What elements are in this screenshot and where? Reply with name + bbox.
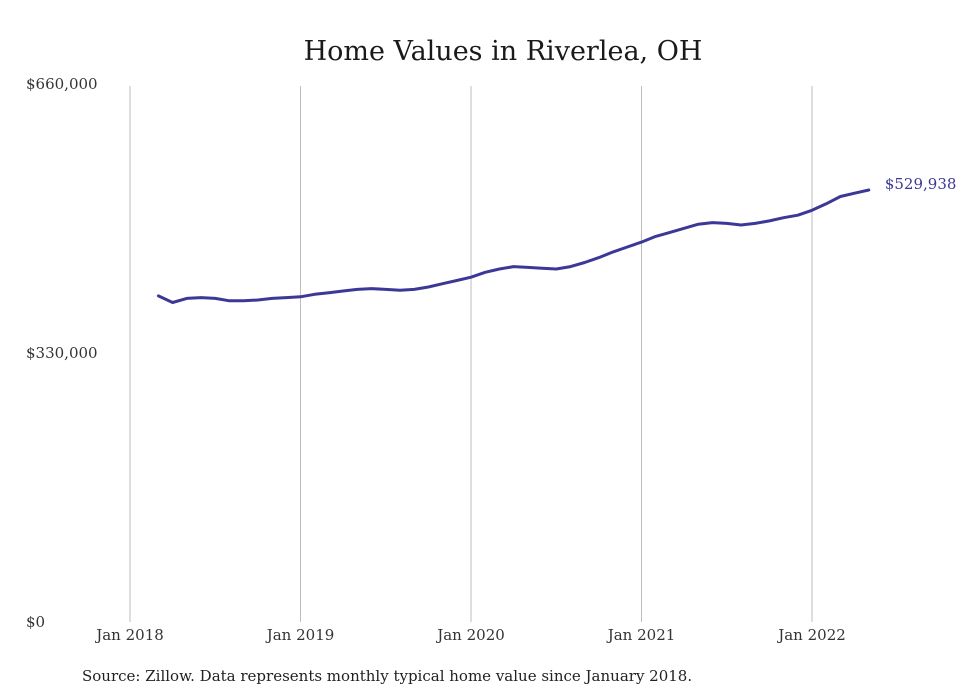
y-tick-label: $330,000	[26, 344, 98, 362]
x-axis-ticks: Jan 2018 Jan 2019 Jan 2020 Jan 2021 Jan 2022	[94, 626, 846, 644]
y-tick-label: $660,000	[26, 75, 98, 93]
series-end-label: $529,938	[885, 175, 957, 193]
series-line	[156, 188, 871, 304]
gridlines	[129, 86, 813, 622]
x-tick-label: Jan 2019	[265, 626, 335, 644]
series-layer: $529,938	[156, 175, 957, 304]
y-tick-label: $0	[26, 613, 45, 631]
x-tick-label: Jan 2022	[776, 626, 846, 644]
x-tick-label: Jan 2021	[606, 626, 676, 644]
x-tick-label: Jan 2018	[94, 626, 164, 644]
source-note: Source: Zillow. Data represents monthly …	[82, 667, 693, 685]
chart-title: Home Values in Riverlea, OH	[304, 36, 703, 67]
y-axis-ticks: $0 $330,000 $660,000	[26, 75, 98, 631]
x-tick-label: Jan 2020	[435, 626, 505, 644]
